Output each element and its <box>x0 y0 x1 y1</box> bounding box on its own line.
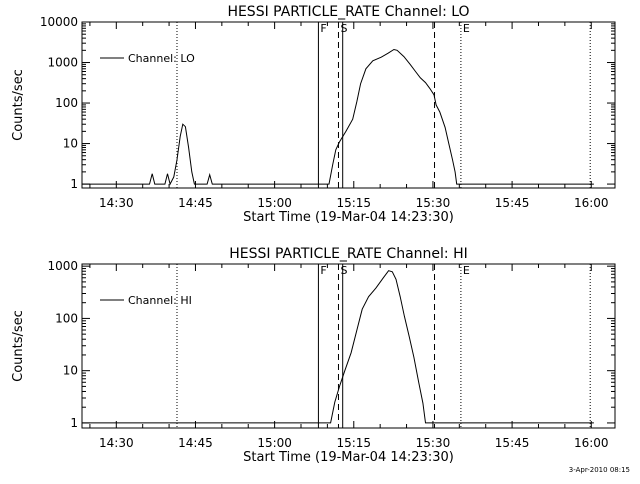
panel-1-y-tick-label: 1000 <box>47 56 78 70</box>
panel-1-y-tick-label: 10000 <box>40 15 78 29</box>
panel-2-y-tick-label: 1 <box>70 416 78 430</box>
panel-2-x-tick-label: 15:00 <box>257 436 292 450</box>
panel-1-x-axis-label: Start Time (19-Mar-04 14:23:30) <box>243 210 454 225</box>
panel-2-x-tick-label: 14:45 <box>178 436 213 450</box>
panel-2-x-tick-label: 14:30 <box>99 436 134 450</box>
panel-1-x-tick-label: 15:00 <box>257 196 292 210</box>
panel-1-title: HESSI PARTICLE_RATE Channel: LO <box>227 4 469 20</box>
panel-2-y-tick-label: 100 <box>55 311 78 325</box>
panel-1-marker-e: E <box>463 22 470 35</box>
panel-2-marker-e: E <box>463 264 470 277</box>
panel-2-x-axis-label: Start Time (19-Mar-04 14:23:30) <box>243 450 454 465</box>
panel-2-title: HESSI PARTICLE_RATE Channel: HI <box>229 246 467 262</box>
panel-2-y-tick-label: 10 <box>63 364 78 378</box>
panel-1-marker-f: F <box>320 22 326 35</box>
panel-1-y-tick-label: 1 <box>70 177 78 191</box>
panel-2-plot-frame <box>81 263 616 429</box>
panel-2-legend-label: Channel: HI <box>128 294 192 307</box>
panel-1-x-tick-label: 16:00 <box>574 196 609 210</box>
panel-1-x-tick-label: 15:15 <box>336 196 371 210</box>
panel-1-marker-s: S <box>340 22 347 35</box>
panel-1-x-tick-label: 14:30 <box>99 196 134 210</box>
panel-2-series-line <box>82 270 594 424</box>
panel-2-marker-f: F <box>320 264 326 277</box>
panel-1-plot-frame <box>81 21 616 189</box>
timestamp-stamp: 3-Apr-2010 08:15 <box>568 466 630 474</box>
panel-1-series-line <box>82 48 594 186</box>
panel-2-marker-s: S <box>340 264 347 277</box>
panel-2-x-tick-label: 16:00 <box>574 436 609 450</box>
panel-1-x-tick-label: 14:45 <box>178 196 213 210</box>
panel-1-y-tick-label: 100 <box>55 96 78 110</box>
panel-1-y-tick-label: 10 <box>63 137 78 151</box>
panel-2-x-tick-label: 15:45 <box>495 436 530 450</box>
panel-2-y-axis-label: Counts/sec <box>11 310 26 382</box>
panel-2-x-tick-label: 15:15 <box>336 436 371 450</box>
panel-1-y-axis-label: Counts/sec <box>11 69 26 141</box>
panel-2-x-tick-label: 15:30 <box>416 436 451 450</box>
panel-1-x-tick-label: 15:30 <box>416 196 451 210</box>
panel-1-x-tick-label: 15:45 <box>495 196 530 210</box>
panel-2-y-tick-label: 1000 <box>47 259 78 273</box>
panel-1-legend-label: Channel: LO <box>128 52 195 65</box>
